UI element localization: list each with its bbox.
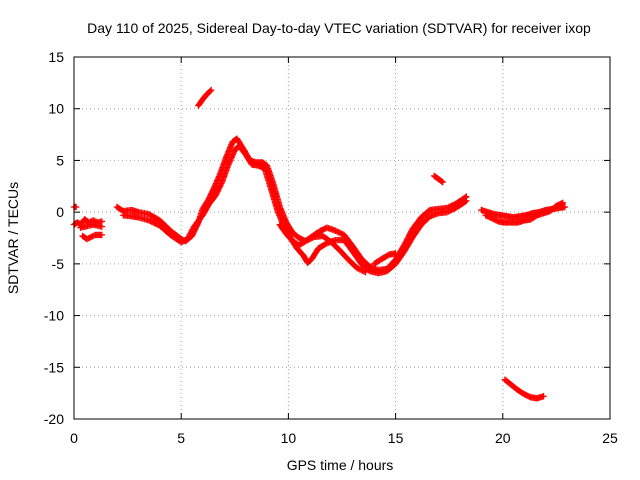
data-point-arc-e — [335, 228, 342, 236]
data-point-arc-c — [98, 231, 106, 239]
data-point-arc-f — [449, 206, 456, 213]
data-point-arc-f — [446, 207, 454, 214]
data-point-arc-g — [359, 267, 366, 274]
data-point-arc-e — [332, 227, 339, 234]
data-point-arc-c — [89, 233, 96, 240]
data-point-arc-g — [308, 235, 315, 242]
data-point-arc-f — [462, 198, 469, 205]
data-point-arc-e — [336, 229, 344, 237]
data-point-arc-m — [540, 393, 547, 400]
y-tick-label: 15 — [48, 49, 64, 65]
data-point-arc-g — [356, 266, 364, 273]
data-point-arc-c — [85, 235, 92, 242]
chart-title: Day 110 of 2025, Sidereal Day-to-day VTE… — [87, 20, 591, 36]
data-point-arc-j — [438, 178, 445, 185]
grid-lines — [74, 57, 610, 419]
x-tick-label: 20 — [495, 430, 511, 446]
y-tick-label: 0 — [56, 204, 64, 220]
y-tick-label: -5 — [52, 256, 65, 272]
data-point-arc-b — [98, 223, 106, 230]
data-point-arc-g — [353, 264, 361, 272]
data-point-arc-i — [208, 86, 215, 94]
x-tick-label: 10 — [281, 430, 297, 446]
y-axis-label: SDTVAR / TECUs — [5, 182, 21, 294]
x-tick-label: 5 — [177, 430, 185, 446]
data-point-arc-g — [362, 268, 369, 276]
y-tick-label: -20 — [44, 411, 64, 427]
data-point-arc-g — [305, 236, 312, 243]
data-point-arc-j — [439, 178, 446, 186]
data-point-arc-g — [302, 237, 309, 245]
data-point-arc-i — [206, 87, 214, 95]
data-point-arc-e — [338, 230, 345, 237]
x-tick-label: 25 — [602, 430, 618, 446]
x-tick-label: 15 — [388, 430, 404, 446]
data-point-arc-g — [355, 265, 362, 272]
data-point-arc-h — [392, 250, 399, 257]
data-point-arc-c — [83, 235, 91, 243]
y-tick-label: 10 — [48, 101, 64, 117]
data-point-arc-g — [309, 234, 316, 241]
data-point-arc-f — [443, 208, 451, 216]
data-point-arc-c — [86, 234, 93, 241]
y-tick-label: -15 — [44, 359, 64, 375]
y-tick-label: -10 — [44, 308, 64, 324]
data-point-arc-k — [561, 203, 569, 211]
data-point-arc-g — [306, 235, 314, 243]
plot-frame — [73, 56, 611, 420]
axis-ticks — [73, 56, 611, 420]
data-point-arc-g — [360, 268, 368, 275]
data-point-arc-f — [445, 208, 452, 215]
x-tick-label: 0 — [70, 430, 78, 446]
y-tick-labels: 15 10 5 0 -5 -10 -15 -20 — [44, 49, 64, 427]
data-point-arc-l — [559, 199, 567, 207]
data-points — [70, 86, 569, 402]
data-point-arc-g — [303, 237, 311, 244]
data-point-arc-e — [333, 228, 341, 235]
data-point-arc-f — [448, 206, 455, 214]
data-point-arc-f — [463, 197, 470, 204]
y-tick-label: 5 — [56, 152, 64, 168]
data-point-arc-g — [358, 266, 365, 274]
x-tick-labels: 0 5 10 15 20 25 — [70, 430, 618, 446]
data-point-arc-c — [87, 233, 95, 241]
x-axis-label: GPS time / hours — [287, 457, 394, 473]
